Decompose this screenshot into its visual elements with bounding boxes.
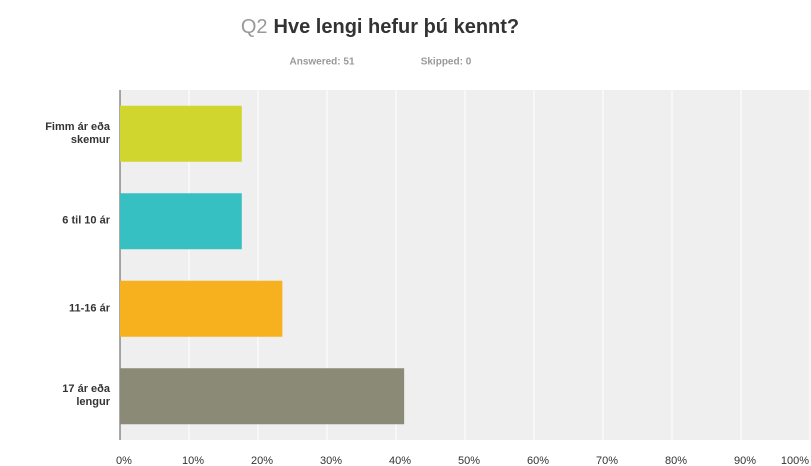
skipped: Skipped: 0 <box>421 57 472 68</box>
bar <box>120 105 242 162</box>
x-tick-label: 40% <box>389 455 411 466</box>
bar <box>120 280 283 337</box>
x-tick-label: 50% <box>458 455 480 466</box>
answered: Answered: 51 <box>289 57 354 68</box>
x-tick-label: 20% <box>251 455 273 466</box>
title-text: Hve lengi hefur þú kennt? <box>274 16 520 38</box>
x-tick-label: 80% <box>665 455 687 466</box>
category-label: 11-16 ár <box>69 302 110 315</box>
chart-title: Q2 Hve lengi hefur þú kennt? <box>241 16 519 38</box>
x-tick-label: 60% <box>527 455 549 466</box>
x-tick-label: 90% <box>734 455 756 466</box>
bar <box>120 193 242 250</box>
x-tick-label: 70% <box>596 455 618 466</box>
x-tick-label: 10% <box>182 455 204 466</box>
category-label: 17 ár eða lengur <box>62 383 110 409</box>
title-prefix: Q2 <box>241 16 268 38</box>
x-tick-label: 100% <box>781 455 809 466</box>
x-tick-label: 30% <box>320 455 342 466</box>
category-label: 6 til 10 ár <box>62 214 110 227</box>
x-tick-label: 0% <box>116 455 132 466</box>
bar <box>120 368 405 425</box>
category-label: Fimm ár eða skemur <box>45 120 110 146</box>
